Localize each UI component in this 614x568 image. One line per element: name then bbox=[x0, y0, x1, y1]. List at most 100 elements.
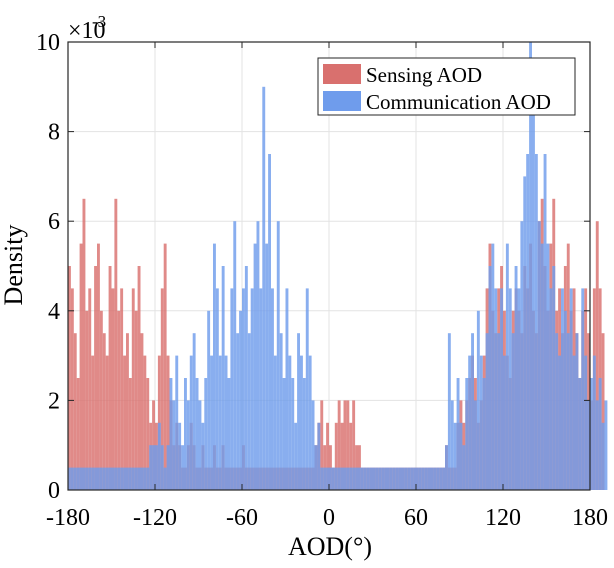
histogram-bars bbox=[68, 42, 608, 491]
histogram-bar bbox=[436, 467, 440, 490]
histogram-bar bbox=[155, 445, 158, 490]
histogram-bar bbox=[79, 243, 83, 490]
histogram-bar bbox=[166, 445, 170, 490]
histogram-bar bbox=[366, 467, 370, 490]
histogram-bar bbox=[604, 400, 608, 490]
histogram-bar bbox=[73, 467, 77, 490]
histogram-bar bbox=[314, 445, 318, 490]
histogram-bar bbox=[221, 266, 225, 490]
histogram-bar bbox=[372, 467, 376, 490]
histogram-bar bbox=[488, 266, 492, 490]
histogram-bar bbox=[520, 221, 524, 490]
histogram-bar bbox=[73, 333, 77, 490]
histogram-bar bbox=[94, 266, 97, 490]
histogram-bar bbox=[363, 467, 367, 490]
histogram-bar bbox=[146, 467, 150, 490]
histogram-bar bbox=[97, 243, 100, 490]
histogram-bar bbox=[523, 176, 527, 490]
histogram-bar bbox=[128, 467, 132, 490]
histogram-bar bbox=[102, 333, 106, 490]
histogram-bar bbox=[262, 86, 266, 491]
histogram-bar bbox=[346, 467, 350, 490]
histogram-bar bbox=[271, 288, 274, 490]
histogram-bar bbox=[517, 288, 521, 490]
histogram-bar bbox=[76, 467, 80, 490]
histogram-bar bbox=[387, 467, 390, 490]
histogram-bar bbox=[201, 422, 205, 490]
histogram-bar bbox=[465, 378, 469, 490]
histogram-bar bbox=[360, 467, 364, 490]
histogram-bar bbox=[300, 355, 303, 490]
histogram-bar bbox=[70, 467, 74, 490]
histogram-bar bbox=[491, 243, 495, 490]
histogram-bar bbox=[595, 400, 599, 490]
y-tick-label: 6 bbox=[48, 209, 60, 235]
x-tick-label: 0 bbox=[323, 505, 335, 531]
histogram-bar bbox=[349, 467, 353, 490]
histogram-bar bbox=[210, 355, 213, 490]
histogram-bar bbox=[543, 154, 547, 490]
histogram-bar bbox=[453, 422, 457, 490]
histogram-bar bbox=[195, 378, 199, 490]
histogram-bar bbox=[494, 288, 498, 490]
y-axis-label: Density bbox=[0, 225, 28, 306]
histogram-bar bbox=[117, 467, 121, 490]
x-tick-label: -60 bbox=[226, 505, 258, 531]
histogram-bar bbox=[410, 467, 414, 490]
histogram-bar bbox=[418, 467, 422, 490]
histogram-bar bbox=[384, 467, 387, 490]
histogram-bar bbox=[70, 288, 74, 490]
y-tick-label: 10 bbox=[36, 30, 60, 56]
histogram-bar bbox=[404, 467, 408, 490]
histogram-bar bbox=[505, 243, 509, 490]
histogram-bar bbox=[204, 378, 208, 490]
histogram-bar bbox=[334, 467, 338, 490]
histogram-bar bbox=[395, 467, 399, 490]
histogram-bar bbox=[355, 467, 358, 490]
histogram-bar bbox=[111, 467, 115, 490]
histogram-bar bbox=[389, 467, 393, 490]
histogram-bar bbox=[207, 310, 211, 490]
y-tick-label: 8 bbox=[48, 120, 60, 146]
x-tick-label: 120 bbox=[485, 505, 521, 531]
histogram-bar bbox=[88, 467, 92, 490]
histogram-bar bbox=[297, 333, 300, 490]
histogram-bar bbox=[102, 467, 106, 490]
histogram-bar bbox=[427, 467, 431, 490]
histogram-bar bbox=[561, 288, 564, 490]
histogram-bar bbox=[91, 355, 95, 490]
axis-ticks bbox=[67, 41, 591, 491]
histogram-bar bbox=[140, 467, 144, 490]
histogram-bar bbox=[331, 467, 335, 490]
histogram-bar bbox=[140, 333, 144, 490]
histogram-bar bbox=[378, 467, 382, 490]
legend: Sensing AOD Communication AOD bbox=[317, 57, 576, 116]
histogram-bar bbox=[601, 333, 605, 490]
histogram-bar bbox=[337, 400, 341, 490]
histogram-bar bbox=[224, 355, 228, 490]
histogram-bar bbox=[305, 288, 309, 490]
histogram-bar bbox=[169, 378, 173, 490]
histogram-bar bbox=[157, 422, 161, 490]
histogram-bar bbox=[198, 400, 202, 490]
histogram-bar bbox=[401, 467, 405, 490]
histogram-bar bbox=[82, 198, 86, 491]
histogram-bar bbox=[253, 243, 257, 490]
histogram-bar bbox=[558, 355, 561, 490]
histogram-bar bbox=[259, 288, 263, 490]
y-tick-label: 4 bbox=[48, 299, 60, 325]
histogram-bar bbox=[149, 445, 153, 490]
histogram-bar bbox=[114, 467, 118, 490]
legend-label-communication: Communication AOD bbox=[366, 90, 551, 114]
histogram-bar bbox=[131, 288, 135, 490]
histogram-bar bbox=[68, 266, 71, 490]
histogram-bar bbox=[108, 266, 112, 490]
histogram-bar bbox=[587, 400, 590, 490]
histogram-bar bbox=[308, 355, 312, 490]
histogram-bar bbox=[529, 42, 532, 490]
histogram-bar bbox=[369, 467, 373, 490]
histogram-bar bbox=[421, 467, 425, 490]
histogram-bar bbox=[134, 310, 138, 490]
histogram-bar bbox=[68, 467, 71, 490]
histogram-bar bbox=[126, 333, 129, 490]
